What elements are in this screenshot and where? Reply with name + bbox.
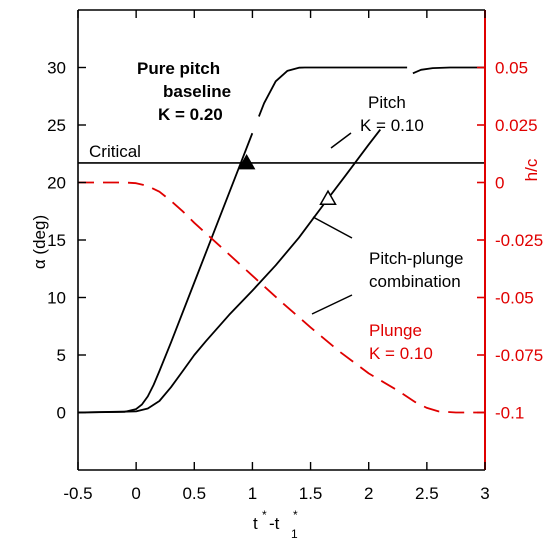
series-layer [77,66,485,414]
series-line-2 [77,129,382,414]
pitch-label-line1: Pitch [368,93,406,112]
y-tick-label-6: 30 [47,59,66,78]
pitch-label-line2: K = 0.10 [360,116,424,135]
y-axis-label: α (deg) [30,215,49,269]
pitch-leader-line [330,132,352,149]
x-axis-label-t1: t [253,514,258,533]
combo-label-line2: combination [369,272,461,291]
plunge-label-line2: K = 0.10 [369,344,433,363]
y-right-tick-label-2: -0.05 [495,289,534,308]
x-axis-label-sup2: * [293,508,298,522]
plunge-label-line1: Plunge [369,321,422,340]
axes: -0.5 0 0.5 1 1.5 2 2.5 3051015202530-0.1-0.075-… [47,9,543,503]
y-right-tick-label-5: 0.025 [495,116,538,135]
y-tick-label-4: 20 [47,174,66,193]
series-line-3 [78,181,485,414]
series-line-0 [77,66,408,414]
x-axis-label-sup1: * [262,508,267,522]
x-axis-label-dash: -t [269,514,280,533]
combo-leader-line-upper [312,216,353,239]
y-axis-right-label: h/c [522,158,541,181]
triangle-marker-1 [319,189,337,205]
x-tick-label-7: 3 [480,484,489,503]
x-axis-label-sub: 1 [291,527,298,538]
baseline-label-line2: baseline [163,82,231,101]
y-right-tick-label-0: -0.1 [495,404,524,423]
x-tick-label-2: 0.5 [182,484,206,503]
x-axis-label: t * -t * 1 [253,508,298,538]
combo-leader-line-lower [311,294,353,315]
y-tick-label-0: 0 [57,404,66,423]
x-tick-label-4: 1.5 [299,484,323,503]
leader-lines [311,132,353,315]
baseline-label-line1: Pure pitch [137,59,220,78]
y-right-tick-label-4: 0 [495,174,504,193]
critical-label: Critical [89,142,141,161]
x-tick-label-1: 0 [131,484,140,503]
y-tick-label-3: 15 [47,231,66,250]
combo-label-line1: Pitch-plunge [369,249,464,268]
y-tick-label-5: 25 [47,116,66,135]
x-tick-label-6: 2.5 [415,484,439,503]
baseline-curve-gap [249,115,263,135]
y-right-tick-label-3: -0.025 [495,231,543,250]
y-right-tick-label-1: -0.075 [495,346,543,365]
series-line-1 [412,66,485,75]
triangle-marker-0 [237,153,256,170]
y-tick-label-2: 10 [47,289,66,308]
x-tick-label-5: 2 [364,484,373,503]
y-right-tick-label-6: 0.05 [495,59,528,78]
y-tick-label-1: 5 [57,346,66,365]
marker-layer [237,153,337,205]
baseline-label-line3: K = 0.20 [158,105,223,124]
x-tick-label-3: 1 [248,484,257,503]
x-tick-label-0: -0.5 [63,484,92,503]
